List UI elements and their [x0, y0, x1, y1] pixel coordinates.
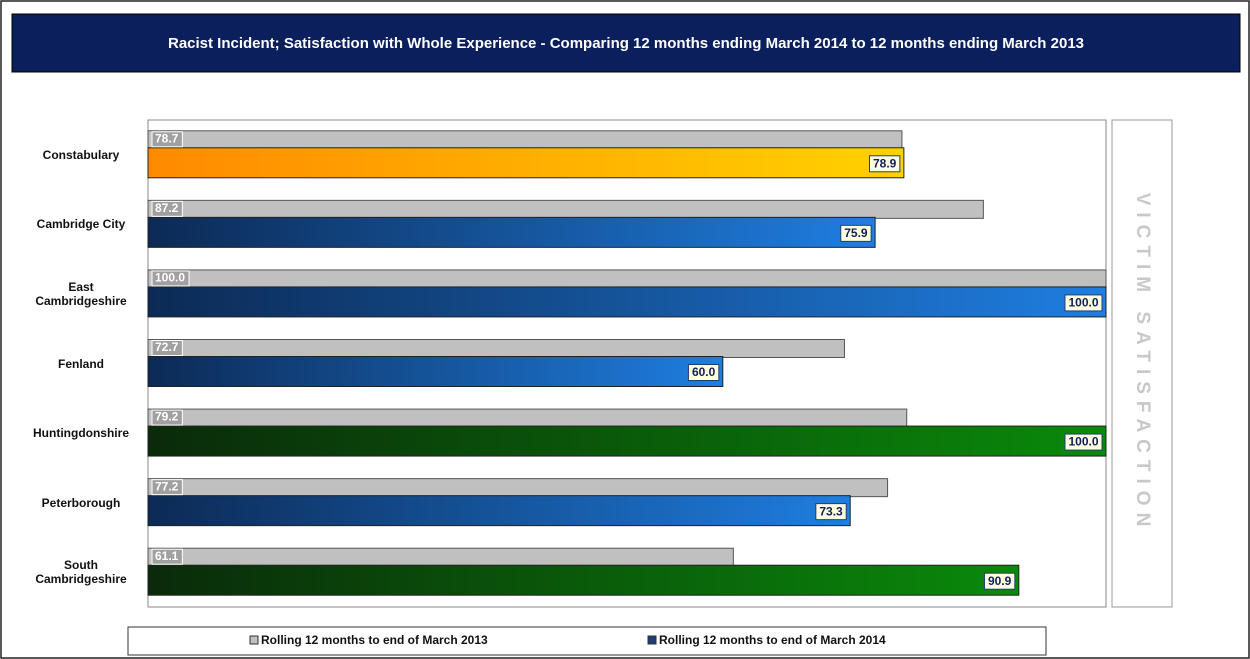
bar	[147, 495, 851, 527]
value-label-box	[687, 364, 720, 381]
bar	[147, 339, 845, 358]
category-label: Constabulary	[42, 147, 120, 162]
legend-box	[127, 626, 1047, 656]
bar	[147, 564, 1020, 596]
value-label: 61.1	[155, 549, 179, 563]
chart-title: Racist Incident; Satisfaction with Whole…	[168, 35, 1084, 52]
value-label: 72.7	[155, 340, 179, 354]
bar	[147, 147, 905, 179]
category-label: Fenland	[57, 356, 104, 371]
value-label-box	[151, 131, 183, 148]
value-label: 78.9	[873, 156, 897, 170]
bar	[147, 216, 876, 248]
value-label-box	[815, 503, 847, 521]
value-label-box	[151, 409, 183, 426]
legend-swatch	[249, 635, 259, 645]
category-label: Cambridge City	[36, 217, 126, 232]
value-label-box	[983, 572, 1016, 590]
value-label-box	[151, 548, 183, 565]
bar	[147, 356, 724, 387]
bar	[147, 547, 734, 567]
legend-label: Rolling 12 months to end of March 2014	[659, 633, 886, 647]
value-label: 100.0	[1068, 435, 1098, 449]
value-label: 60.0	[692, 365, 716, 379]
side-panel	[1111, 119, 1173, 608]
title-bar	[11, 13, 1241, 73]
value-label-box	[840, 224, 872, 242]
legend-label: Rolling 12 months to end of March 2013	[261, 633, 488, 647]
category-label: Huntingdonshire	[33, 426, 129, 441]
bar	[147, 269, 1107, 289]
category-label: South Cambridgeshire	[35, 558, 127, 587]
value-label: 90.9	[988, 574, 1012, 588]
value-label: 100.0	[1068, 296, 1098, 310]
bar	[147, 286, 1107, 318]
value-label-box	[151, 270, 190, 287]
value-label: 73.3	[819, 504, 843, 518]
value-label: 77.2	[155, 479, 179, 493]
bar	[147, 425, 1107, 457]
value-label: 79.2	[155, 410, 179, 424]
bar	[147, 408, 908, 428]
value-label-box	[1064, 294, 1103, 312]
side-label: VICTIM SATISFACTION	[1132, 193, 1153, 534]
value-label-box	[151, 200, 183, 217]
bar	[147, 478, 889, 498]
value-label: 100.0	[155, 271, 185, 285]
legend-swatch	[647, 635, 657, 645]
category-label: Peterborough	[41, 495, 121, 510]
value-label-box	[1064, 433, 1103, 451]
value-label-box	[151, 479, 183, 496]
value-label: 75.9	[844, 226, 868, 240]
category-label: East Cambridgeshire	[35, 279, 127, 308]
value-label: 78.7	[155, 131, 179, 145]
value-label-box	[869, 155, 901, 173]
value-label-box	[151, 340, 183, 356]
bar	[147, 199, 984, 219]
value-label: 87.2	[155, 201, 179, 215]
bar	[147, 130, 903, 150]
